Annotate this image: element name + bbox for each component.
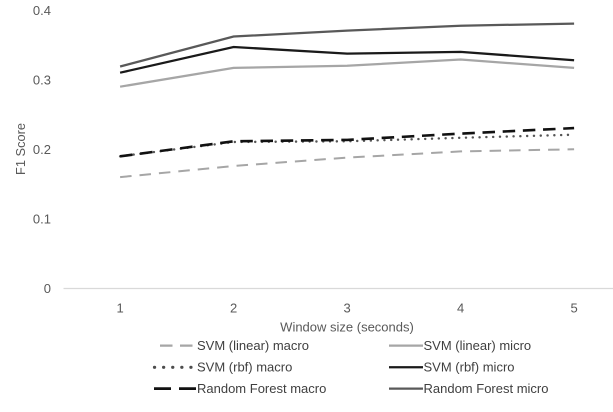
svg-text:3: 3 xyxy=(343,301,350,316)
svg-text:4: 4 xyxy=(457,301,464,316)
svg-text:0.2: 0.2 xyxy=(33,142,51,157)
svg-text:SVM (linear) macro: SVM (linear) macro xyxy=(197,338,309,353)
svg-text:0: 0 xyxy=(44,281,51,296)
svg-text:2: 2 xyxy=(230,301,237,316)
svg-text:Random Forest macro: Random Forest macro xyxy=(197,381,326,396)
svg-text:SVM (rbf) micro: SVM (rbf) micro xyxy=(424,360,515,375)
svg-text:0.4: 0.4 xyxy=(33,3,51,18)
svg-text:0.1: 0.1 xyxy=(33,212,51,227)
svg-text:F1 Score: F1 Score xyxy=(13,123,28,175)
svg-text:Window size (seconds): Window size (seconds) xyxy=(280,319,414,334)
svg-text:SVM (linear) micro: SVM (linear) micro xyxy=(424,338,532,353)
svg-text:5: 5 xyxy=(570,301,577,316)
svg-text:Random Forest micro: Random Forest micro xyxy=(424,381,549,396)
svg-text:SVM (rbf) macro: SVM (rbf) macro xyxy=(197,360,292,375)
svg-text:1: 1 xyxy=(116,301,123,316)
svg-text:0.3: 0.3 xyxy=(33,72,51,87)
